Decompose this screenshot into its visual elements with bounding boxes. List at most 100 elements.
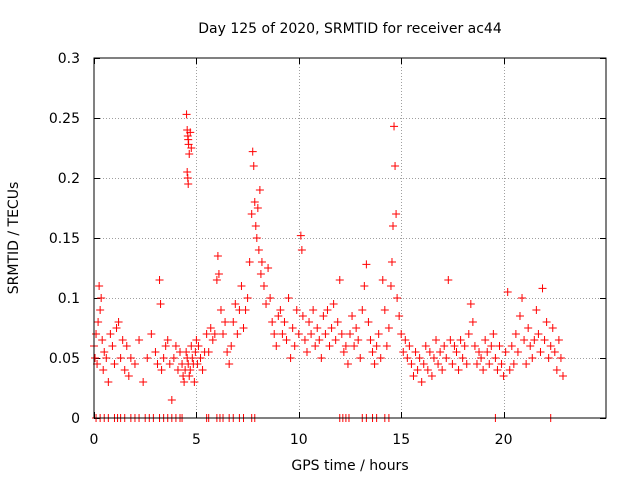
data-point (194, 342, 203, 350)
data-point (253, 204, 262, 212)
data-point (472, 360, 481, 368)
data-point (536, 348, 545, 356)
data-point (102, 354, 111, 362)
data-point (311, 342, 320, 350)
data-point (208, 336, 217, 344)
data-point (216, 306, 225, 314)
data-point (481, 336, 490, 344)
data-point (122, 342, 131, 350)
x-tick-label: 15 (392, 432, 410, 448)
data-point (415, 354, 424, 362)
y-tick-label: 0.25 (49, 111, 80, 127)
data-point (188, 354, 197, 362)
data-point (94, 318, 103, 326)
data-point (214, 270, 223, 278)
data-point (206, 324, 215, 332)
y-tick-label: 0.1 (58, 291, 80, 307)
data-point (507, 342, 516, 350)
data-point (487, 342, 496, 350)
data-point (513, 348, 522, 356)
data-point (182, 110, 191, 119)
x-tick-label: 0 (90, 432, 99, 448)
data-point (495, 342, 504, 350)
data-point (280, 318, 289, 326)
data-point (143, 354, 152, 362)
data-point (470, 342, 479, 350)
data-point (185, 372, 194, 380)
data-point (384, 324, 393, 332)
data-point (325, 342, 334, 350)
data-point (183, 168, 192, 176)
data-point (358, 306, 367, 314)
data-point (290, 342, 299, 350)
x-tick-labels: 0 5 10 15 20 (90, 432, 513, 448)
data-point (403, 354, 412, 362)
data-point (161, 342, 170, 350)
data-point (223, 348, 232, 356)
data-point (245, 258, 254, 266)
data-point (462, 360, 471, 368)
data-point (327, 324, 336, 332)
data-point (397, 330, 406, 338)
data-point (370, 360, 379, 368)
data-point (409, 372, 418, 380)
data-point (156, 300, 165, 308)
data-point (239, 324, 248, 332)
data-point (419, 360, 428, 368)
data-point (341, 342, 350, 350)
data-point (190, 378, 199, 386)
data-point (251, 222, 260, 230)
data-point (126, 354, 135, 362)
data-point (456, 336, 465, 344)
data-point (110, 360, 119, 368)
data-point (139, 378, 148, 386)
y-tick-label: 0.3 (58, 51, 80, 67)
data-point (468, 318, 477, 326)
data-point (427, 372, 436, 380)
data-point (272, 342, 281, 350)
data-point (380, 306, 389, 314)
y-axis-label: SRMTID / TECUs (6, 182, 22, 295)
data-point (554, 336, 563, 344)
data-point (446, 336, 455, 344)
data-point (477, 354, 486, 362)
data-point (114, 318, 123, 326)
data-point (167, 396, 176, 404)
y-tick-label: 0.15 (49, 231, 80, 247)
y-tick-label: 0.2 (58, 171, 80, 187)
data-point (386, 282, 395, 290)
data-point (335, 276, 344, 284)
data-point (552, 366, 561, 374)
data-point (229, 318, 238, 326)
data-point (155, 276, 164, 284)
plot-frame (93, 57, 607, 419)
data-point (219, 330, 228, 338)
data-point (413, 366, 422, 374)
data-point (225, 360, 234, 368)
data-point (192, 336, 201, 344)
data-point (196, 354, 205, 362)
data-point (407, 360, 416, 368)
data-point (266, 294, 275, 302)
data-point (182, 348, 191, 356)
data-point (95, 282, 104, 290)
data-point (204, 348, 213, 356)
data-point (118, 336, 127, 344)
data-point (368, 348, 377, 356)
data-point (305, 318, 314, 326)
data-point (100, 348, 109, 356)
data-point (323, 306, 332, 314)
data-point (411, 348, 420, 356)
data-point (184, 180, 193, 188)
data-point (503, 288, 512, 296)
data-point (387, 258, 396, 266)
data-point (241, 306, 250, 314)
data-point (92, 330, 101, 338)
data-point (298, 312, 307, 320)
data-point (180, 378, 189, 386)
data-point (350, 342, 359, 350)
data-point (374, 330, 383, 338)
data-point (479, 366, 488, 374)
data-point (518, 294, 527, 302)
